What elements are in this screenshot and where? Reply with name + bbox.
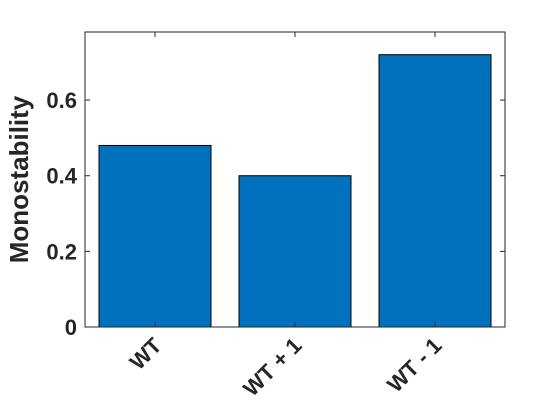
bars — [98, 54, 492, 328]
y-tick-label: 0.6 — [46, 88, 77, 113]
y-tick-label: 0.2 — [46, 239, 77, 264]
x-tick-label: WT — [125, 332, 167, 374]
bar-wt-1 — [378, 54, 492, 328]
y-tick-label: 0 — [65, 315, 77, 340]
bar-wt — [98, 144, 212, 328]
bar-wt-1 — [238, 175, 352, 328]
y-axis-label: Monostability — [4, 95, 34, 263]
x-tick-label: WT - 1 — [382, 333, 446, 397]
x-tick-label: WT + 1 — [238, 333, 306, 401]
y-tick-label: 0.4 — [46, 164, 77, 189]
